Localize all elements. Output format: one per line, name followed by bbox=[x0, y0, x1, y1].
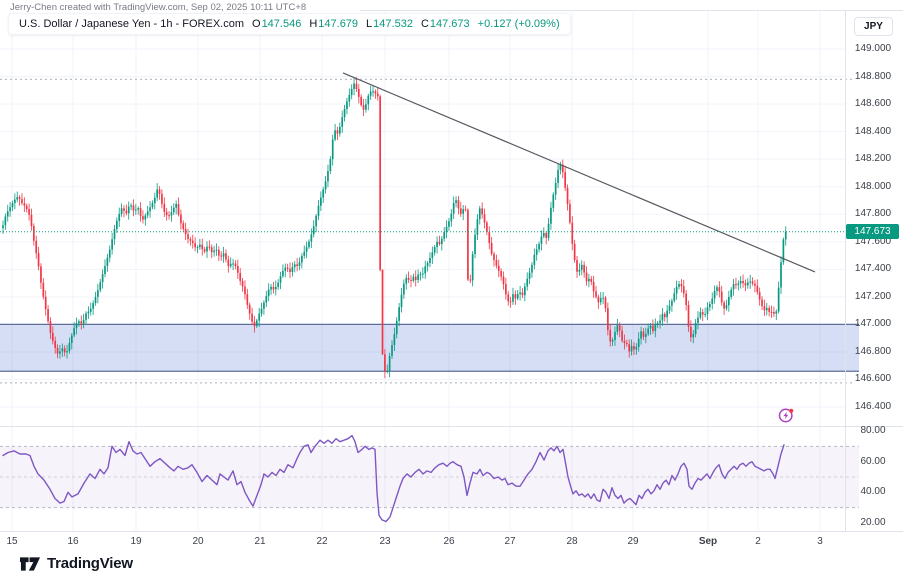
attribution-text: Jerry-Chen created with TradingView.com,… bbox=[10, 2, 355, 13]
time-tick-label: 3 bbox=[817, 536, 823, 547]
indicator-tick-label: 20.00 bbox=[860, 516, 886, 528]
tradingview-logo-text: TradingView bbox=[47, 555, 133, 572]
ohlc-open: O 147.546 bbox=[252, 18, 302, 30]
notification-dot bbox=[789, 408, 794, 413]
ohlc-close: C 147.673 bbox=[420, 18, 470, 30]
time-tick-label: 15 bbox=[6, 536, 18, 547]
time-tick-label: 29 bbox=[627, 536, 639, 547]
price-change: +0.127 (+0.09%) bbox=[477, 18, 560, 30]
time-tick-label: 23 bbox=[379, 536, 391, 547]
time-tick-label: 21 bbox=[254, 536, 266, 547]
price-tick-label: 148.800 bbox=[854, 70, 892, 82]
ohlc-high: H 147.679 bbox=[309, 18, 359, 30]
lightning-bolt-icon bbox=[783, 411, 789, 420]
price-tick-label: 148.400 bbox=[854, 125, 892, 137]
last-price-label: 147.673 bbox=[846, 224, 899, 239]
price-tick-label: 148.600 bbox=[854, 98, 892, 110]
indicator-tick-label: 40.00 bbox=[860, 486, 886, 498]
time-tick-label: Sep bbox=[698, 536, 718, 547]
tradingview-logo-mark bbox=[20, 556, 41, 571]
price-tick-label: 146.600 bbox=[854, 373, 892, 385]
time-tick-label: 26 bbox=[443, 536, 455, 547]
time-tick-label: 27 bbox=[504, 536, 516, 547]
flash-icon-ring bbox=[778, 408, 793, 423]
time-tick-label: 22 bbox=[316, 536, 328, 547]
symbol-info-bar[interactable]: U.S. Dollar / Japanese Yen - 1h - FOREX.… bbox=[8, 13, 571, 35]
time-tick-label: 2 bbox=[755, 536, 761, 547]
time-tick-label: 19 bbox=[130, 536, 142, 547]
time-tick-label: 28 bbox=[566, 536, 578, 547]
price-tick-label: 149.000 bbox=[854, 43, 892, 54]
price-tick-label: 147.400 bbox=[854, 263, 892, 275]
indicator-tick-label: 80.00 bbox=[860, 425, 886, 436]
price-tick-label: 148.200 bbox=[854, 153, 892, 165]
price-tick-label: 147.600 bbox=[854, 235, 892, 247]
price-tick-label: 147.000 bbox=[854, 318, 892, 330]
price-tick-label: 147.800 bbox=[854, 208, 892, 220]
tradingview-logo[interactable]: TradingView bbox=[20, 555, 133, 572]
price-tick-label: 146.400 bbox=[854, 401, 892, 413]
time-tick-label: 20 bbox=[192, 536, 204, 547]
ohlc-low: L 147.532 bbox=[366, 18, 413, 30]
price-tick-label: 148.000 bbox=[854, 180, 892, 192]
price-tick-label: 147.200 bbox=[854, 290, 892, 302]
indicator-tick-label: 60.00 bbox=[860, 455, 886, 467]
currency-unit-button[interactable]: JPY bbox=[854, 17, 893, 36]
price-tick-label: 146.800 bbox=[854, 345, 892, 357]
symbol-title: U.S. Dollar / Japanese Yen - 1h - FOREX.… bbox=[19, 18, 244, 30]
flash-alert-icon[interactable] bbox=[777, 406, 796, 425]
time-tick-label: 16 bbox=[67, 536, 79, 547]
